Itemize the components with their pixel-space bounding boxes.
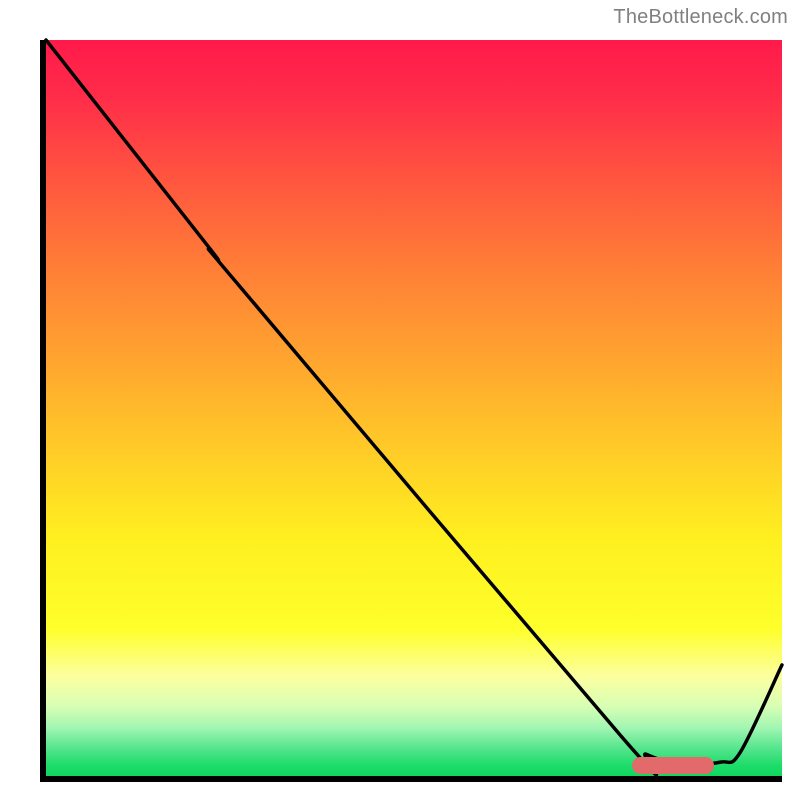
plot-area [40, 40, 782, 782]
optimal-range-marker [632, 757, 714, 774]
performance-curve [46, 40, 782, 776]
attribution-text: TheBottleneck.com [613, 6, 788, 29]
